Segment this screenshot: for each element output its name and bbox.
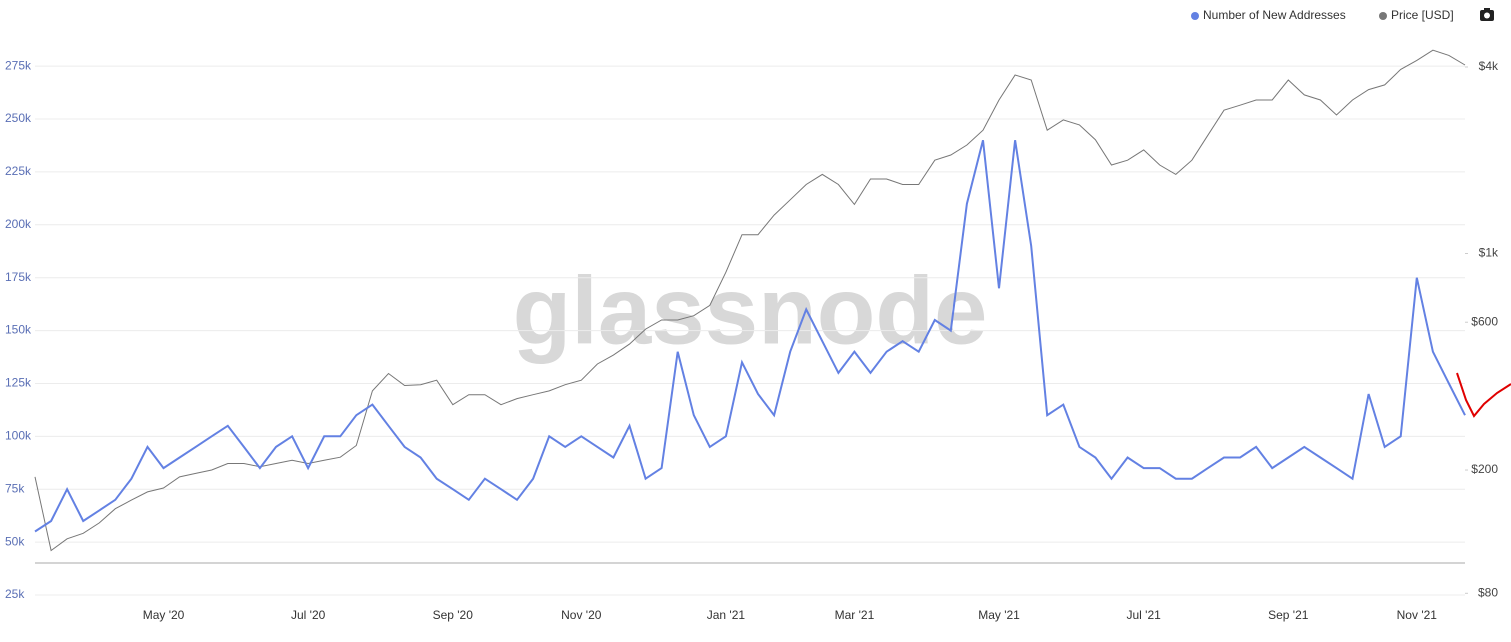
x-tick-label: Nov '20: [561, 608, 602, 622]
y2-tick-label: $1k: [1479, 246, 1499, 260]
legend-label: Number of New Addresses: [1203, 8, 1346, 22]
legend-label: Price [USD]: [1391, 8, 1454, 22]
x-tick-label: Mar '21: [835, 608, 875, 622]
x-tick-label: Jan '21: [707, 608, 746, 622]
y-tick-label: 25k: [5, 587, 25, 601]
legend-dot: [1379, 12, 1387, 20]
annotation-stroke: [1456, 372, 1511, 418]
series-line: [34, 139, 1466, 533]
y-tick-label: 175k: [5, 270, 32, 284]
x-tick-label: Jul '20: [291, 608, 326, 622]
x-tick-label: Jul '21: [1126, 608, 1161, 622]
y-tick-label: 225k: [5, 164, 32, 178]
x-tick-label: May '20: [143, 608, 185, 622]
y-tick-label: 75k: [5, 481, 25, 495]
y-tick-label: 50k: [5, 534, 25, 548]
x-tick-label: Sep '20: [433, 608, 474, 622]
y-tick-label: 275k: [5, 58, 32, 72]
x-tick-label: May '21: [978, 608, 1020, 622]
y-tick-label: 250k: [5, 111, 32, 125]
series-line: [34, 49, 1466, 552]
y2-tick-label: $4k: [1479, 59, 1499, 73]
y-tick-label: 150k: [5, 323, 32, 337]
y-tick-label: 200k: [5, 217, 32, 231]
x-tick-label: Sep '21: [1268, 608, 1309, 622]
x-tick-label: Nov '21: [1397, 608, 1438, 622]
y-tick-label: 125k: [5, 376, 32, 390]
y2-tick-label: $600: [1471, 314, 1498, 328]
legend-dot: [1191, 12, 1199, 20]
y-tick-label: 100k: [5, 429, 32, 443]
y2-tick-label: $80: [1478, 585, 1498, 599]
watermark: glassnode: [513, 257, 988, 364]
camera-icon[interactable]: [1480, 8, 1494, 21]
y2-tick-label: $200: [1471, 462, 1498, 476]
